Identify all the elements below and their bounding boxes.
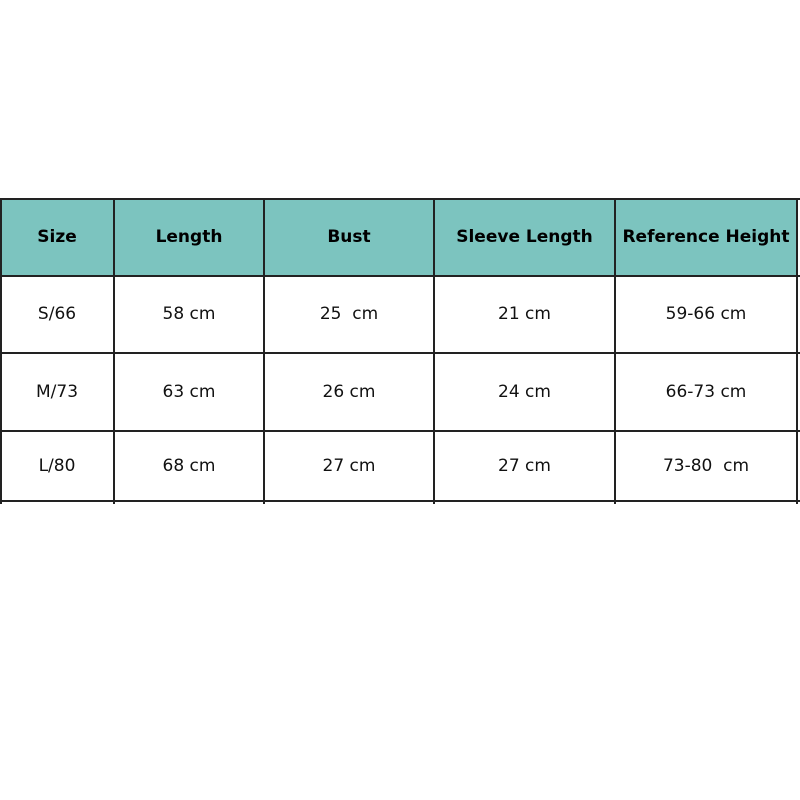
table-cell: 59-66 cm: [665, 304, 747, 324]
divider: [796, 198, 798, 504]
header-cell: Reference Height: [622, 227, 790, 247]
divider: [263, 198, 265, 504]
table-cell: 63 cm: [162, 381, 216, 402]
table-cell: 27 cm: [322, 455, 376, 476]
table-cell: M/73: [35, 381, 79, 402]
table-cell: 73-80 cm: [662, 455, 750, 476]
header-row: [0, 198, 798, 275]
table-cell: 68 cm: [162, 455, 216, 476]
table-cell: 21 cm: [498, 304, 551, 324]
table-cell: L/80: [38, 455, 76, 476]
divider: [0, 198, 2, 504]
header-cell: Length: [155, 227, 223, 247]
table-cell: 25 cm: [319, 304, 379, 324]
divider: [0, 430, 800, 432]
divider: [113, 198, 115, 504]
header-cell: Size: [37, 227, 77, 247]
table-cell: 24 cm: [498, 381, 551, 402]
table-cell: 58 cm: [162, 304, 216, 324]
divider: [433, 198, 435, 504]
table-cell: 27 cm: [498, 455, 551, 476]
header-cell: Sleeve Length: [456, 227, 593, 247]
table-cell: S/66: [37, 304, 77, 324]
divider: [0, 275, 800, 277]
table-cell: 26 cm: [322, 381, 376, 402]
divider: [0, 198, 800, 200]
divider: [0, 500, 800, 502]
header-cell: Bust: [327, 227, 371, 247]
table-cell: 66-73 cm: [665, 381, 747, 402]
divider: [614, 198, 616, 504]
divider: [0, 352, 800, 354]
